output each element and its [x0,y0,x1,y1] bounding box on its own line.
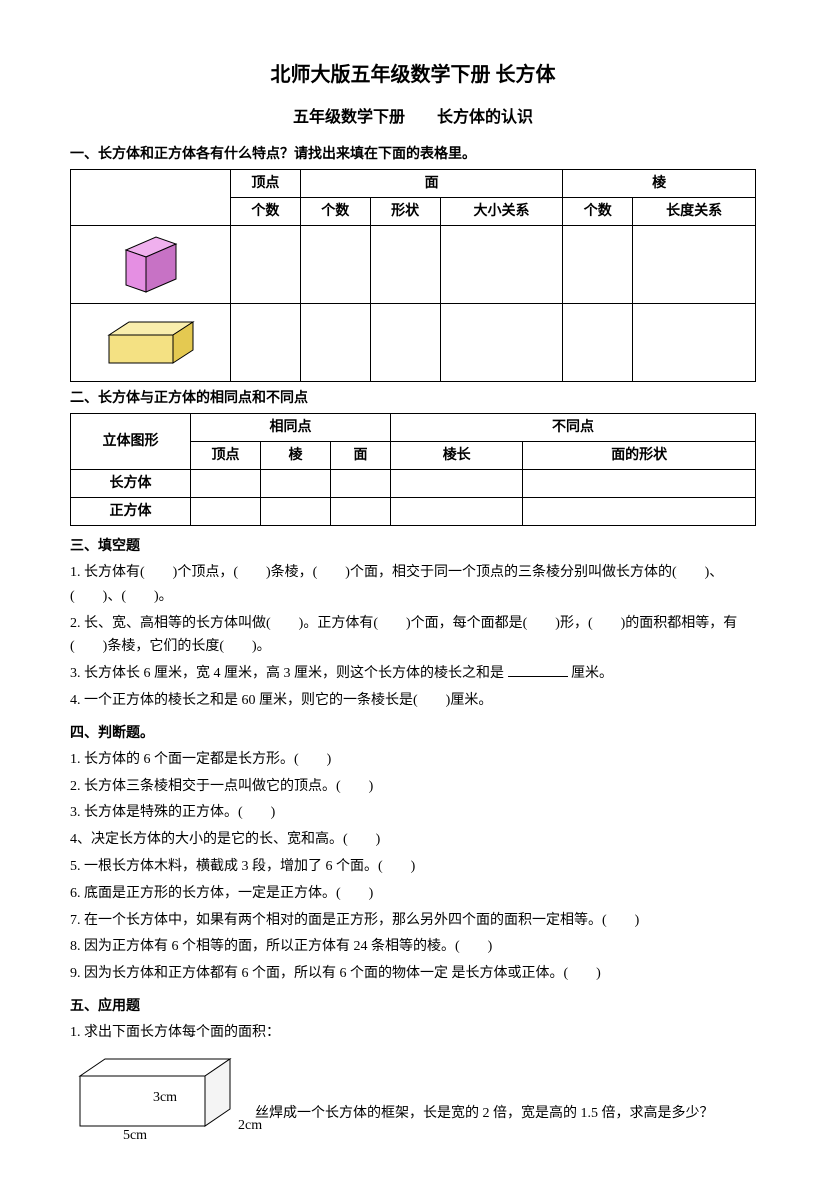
cell-blank[interactable] [370,226,440,304]
q4-2: 2. 长方体三条棱相交于一点叫做它的顶点。( ) [70,775,756,799]
cuboid-icon [101,317,201,369]
q4-7: 7. 在一个长方体中，如果有两个相对的面是正方形，那么另外四个面的面积一定相等。… [70,909,756,933]
cuboid-diagram-icon: 3cm 5cm 2cm [60,1051,270,1141]
section3-questions: 1. 长方体有( )个顶点，( )条棱，( )个面，相交于同一个顶点的三条棱分别… [70,561,756,713]
cell-cuboid-shape [71,304,231,382]
cell-blank[interactable] [633,304,756,382]
blank-underline[interactable] [508,676,568,677]
q5-2-partial-text: 丝焊成一个长方体的框架，长是宽的 2 倍，宽是高的 1.5 倍，求高是多少？ [255,1103,714,1124]
th-vertex-count: 个数 [231,198,301,226]
th-face-shape: 形状 [370,198,440,226]
cell-blank[interactable] [300,304,370,382]
th-edge-count: 个数 [563,198,633,226]
q4-9: 9. 因为长方体和正方体都有 6 个面，所以有 6 个面的物体一定 是长方体或正… [70,962,756,986]
q5-1: 1. 求出下面长方体每个面的面积： [70,1021,756,1045]
q4-5: 5. 一根长方体木料，横截成 3 段，增加了 6 个面。( ) [70,855,756,879]
cell-blank[interactable] [261,470,331,498]
q4-6: 6. 底面是正方形的长方体，一定是正方体。( ) [70,882,756,906]
th-edge-len: 长度关系 [633,198,756,226]
section4-questions: 1. 长方体的 6 个面一定都是长方形。( ) 2. 长方体三条棱相交于一点叫做… [70,748,756,986]
cell-blank[interactable] [523,498,756,526]
section4-heading: 四、判断题。 [70,723,756,744]
cell-blank[interactable] [391,498,523,526]
th-edgelen: 棱长 [391,442,523,470]
page-subtitle: 五年级数学下册 长方体的认识 [70,106,756,130]
th-face-count: 个数 [300,198,370,226]
cell-blank[interactable] [261,498,331,526]
q3-4: 4. 一个正方体的棱长之和是 60 厘米，则它的一条棱长是( )厘米。 [70,689,756,713]
cell-blank[interactable] [440,226,563,304]
th-vertex: 顶点 [231,170,301,198]
q4-3: 3. 长方体是特殊的正方体。( ) [70,801,756,825]
q3-3: 3. 长方体长 6 厘米，宽 4 厘米，高 3 厘米，则这个长方体的棱长之和是 … [70,662,756,686]
section5-heading: 五、应用题 [70,996,756,1017]
cell-blank[interactable] [391,470,523,498]
row-cube-label: 正方体 [71,498,191,526]
q3-1: 1. 长方体有( )个顶点，( )条棱，( )个面，相交于同一个顶点的三条棱分别… [70,561,756,609]
cell-blank[interactable] [231,226,301,304]
q4-8: 8. 因为正方体有 6 个相等的面，所以正方体有 24 条相等的棱。( ) [70,935,756,959]
label-3cm: 3cm [153,1090,177,1105]
cell-blank[interactable] [191,470,261,498]
section5-questions: 1. 求出下面长方体每个面的面积： [70,1021,756,1045]
th-vertex2: 顶点 [191,442,261,470]
cell-cube-shape [71,226,231,304]
th-face-size: 大小关系 [440,198,563,226]
th-same: 相同点 [191,414,391,442]
section2-heading: 二、长方体与正方体的相同点和不同点 [70,388,756,409]
cell-blank[interactable] [231,304,301,382]
subtitle-left: 五年级数学下册 [293,109,405,126]
cell-blank[interactable] [370,304,440,382]
cell-blank[interactable] [300,226,370,304]
label-5cm: 5cm [123,1128,147,1141]
cell-blank[interactable] [523,470,756,498]
row-cuboid-label: 长方体 [71,470,191,498]
th-diff: 不同点 [391,414,756,442]
section1-heading: 一、长方体和正方体各有什么特点？请找出来填在下面的表格里。 [70,144,756,165]
cell-blank[interactable] [563,304,633,382]
q4-1: 1. 长方体的 6 个面一定都是长方形。( ) [70,748,756,772]
th-solid: 立体图形 [71,414,191,470]
page-title: 北师大版五年级数学下册 长方体 [70,60,756,90]
q3-2: 2. 长、宽、高相等的长方体叫做( )。正方体有( )个面，每个面都是( )形，… [70,612,756,660]
th-edge2: 棱 [261,442,331,470]
cube-icon [116,232,186,298]
section3-heading: 三、填空题 [70,536,756,557]
subtitle-right: 长方体的认识 [437,109,533,126]
cell-blank[interactable] [563,226,633,304]
table-compare: 立体图形 相同点 不同点 顶点 棱 面 棱长 面的形状 长方体 正方体 [70,413,756,526]
th-face2: 面 [331,442,391,470]
th-face: 面 [300,170,562,198]
q4-4: 4、决定长方体的大小的是它的长、宽和高。( ) [70,828,756,852]
cell-blank[interactable] [331,470,391,498]
th-faceshape: 面的形状 [523,442,756,470]
cell-blank[interactable] [331,498,391,526]
cell-blank[interactable] [633,226,756,304]
th-edge: 棱 [563,170,756,198]
cell-blank[interactable] [191,498,261,526]
cuboid-diagram-wrap: 3cm 5cm 2cm 丝焊成一个长方体的框架，长是宽的 2 倍，宽是高的 1.… [70,1051,756,1141]
table-characteristics: 顶点 面 棱 个数 个数 形状 大小关系 个数 长度关系 [70,169,756,382]
cell-blank[interactable] [440,304,563,382]
